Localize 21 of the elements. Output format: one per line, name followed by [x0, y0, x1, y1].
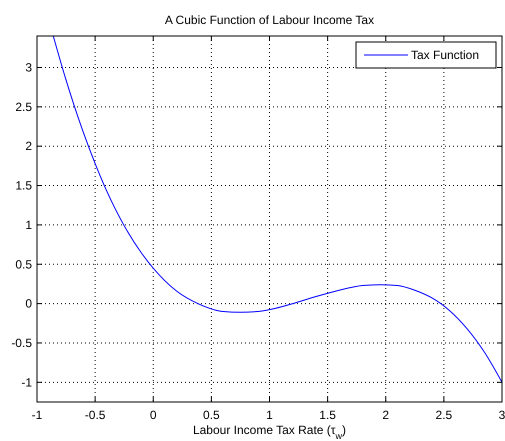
y-tick-label: 0.5	[15, 257, 32, 272]
line-series	[52, 36, 502, 383]
x-tick-label: 1	[266, 408, 274, 422]
x-tick-label: 3	[498, 408, 505, 422]
x-tick-label: 2.5	[436, 408, 453, 422]
y-tick-label: -1	[21, 375, 32, 390]
x-tick-label: 1.5	[319, 408, 336, 422]
y-tick-label: 1	[25, 218, 32, 232]
x-axis-title: Labour Income Tax Rate (τ$_{w}$)	[192, 423, 346, 441]
y-tick-label: 0	[25, 296, 32, 311]
y-tick-label: 3	[25, 60, 32, 74]
y-tick-label: 1.5	[15, 178, 32, 193]
y-tick-label: 2	[25, 139, 32, 154]
x-tick-label: 0	[150, 408, 157, 422]
y-tick-label: -0.5	[11, 336, 32, 350]
x-tick-label: 0.5	[203, 408, 220, 422]
y-tick-label: 2.5	[15, 100, 32, 114]
x-tick-label: -0.5	[84, 408, 106, 422]
x-tick-label: 2	[382, 408, 390, 422]
legend-label: Tax Function	[411, 48, 480, 62]
chart-title: A Cubic Function of Labour Income Tax	[164, 13, 374, 27]
